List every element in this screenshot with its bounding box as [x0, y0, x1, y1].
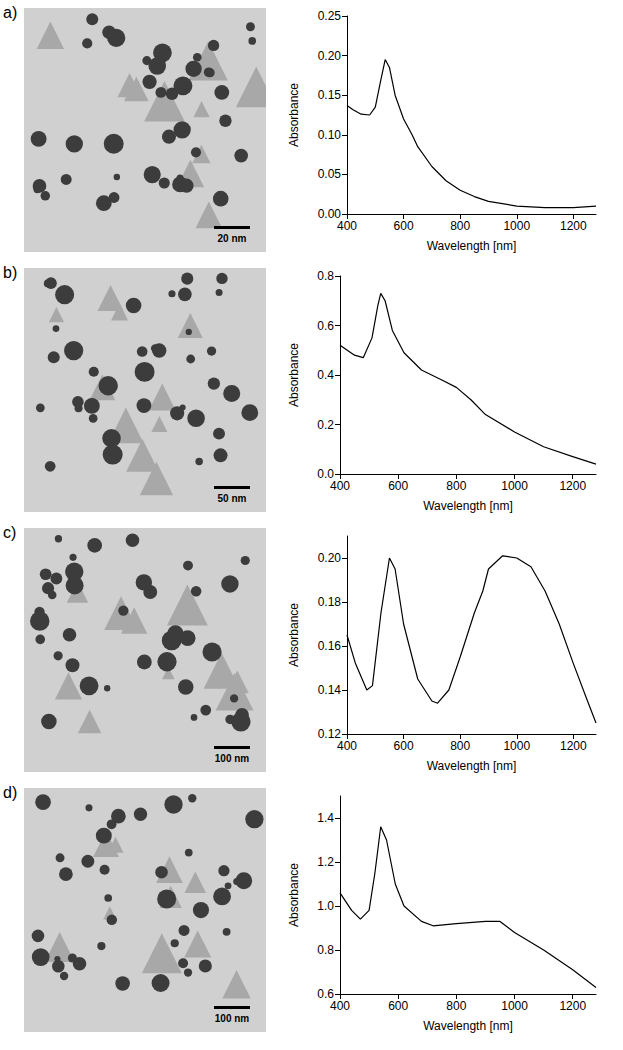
svg-text:Absorbance: Absorbance — [287, 603, 301, 667]
svg-text:0.0: 0.0 — [317, 467, 334, 481]
svg-text:100 nm: 100 nm — [215, 753, 250, 764]
svg-text:50 nm: 50 nm — [218, 493, 247, 504]
svg-text:0.6: 0.6 — [317, 319, 334, 333]
html-text:b): b) — [3, 264, 18, 281]
svg-text:Wavelength [nm]: Wavelength [nm] — [427, 239, 517, 253]
svg-text:1200: 1200 — [559, 479, 586, 493]
svg-text:800: 800 — [450, 739, 470, 753]
svg-text:400: 400 — [330, 999, 350, 1013]
svg-text:1.2: 1.2 — [317, 855, 334, 869]
svg-text:0.25: 0.25 — [318, 9, 342, 23]
svg-text:800: 800 — [450, 219, 470, 233]
svg-text:0.10: 0.10 — [318, 128, 342, 142]
svg-text:1200: 1200 — [559, 999, 586, 1013]
svg-text:400: 400 — [330, 479, 350, 493]
svg-text:Absorbance: Absorbance — [287, 863, 301, 927]
svg-text:800: 800 — [446, 479, 466, 493]
html-text:a): a) — [3, 4, 18, 21]
svg-text:Absorbance: Absorbance — [287, 83, 301, 147]
svg-text:800: 800 — [446, 999, 466, 1013]
svg-text:1200: 1200 — [560, 739, 587, 753]
svg-text:1200: 1200 — [560, 219, 587, 233]
svg-text:0.14: 0.14 — [318, 683, 342, 697]
svg-text:1.4: 1.4 — [317, 811, 334, 825]
svg-text:0.12: 0.12 — [317, 727, 341, 741]
svg-text:0.8: 0.8 — [317, 269, 334, 283]
svg-text:600: 600 — [394, 219, 414, 233]
svg-text:100 nm: 100 nm — [215, 1013, 250, 1024]
svg-text:0.2: 0.2 — [317, 418, 334, 432]
html-text:c): c) — [3, 524, 17, 541]
svg-text:1.0: 1.0 — [317, 899, 334, 913]
svg-text:1000: 1000 — [501, 999, 528, 1013]
svg-text:600: 600 — [394, 739, 414, 753]
svg-text:0.8: 0.8 — [317, 943, 334, 957]
svg-text:0.00: 0.00 — [317, 207, 341, 221]
svg-text:600: 600 — [388, 999, 408, 1013]
svg-text:400: 400 — [337, 219, 357, 233]
html-text:d): d) — [3, 784, 18, 801]
svg-text:400: 400 — [337, 739, 357, 753]
svg-text:0.16: 0.16 — [318, 639, 342, 653]
svg-text:1000: 1000 — [503, 219, 530, 233]
svg-text:600: 600 — [388, 479, 408, 493]
svg-text:0.20: 0.20 — [318, 49, 342, 63]
svg-text:Wavelength [nm]: Wavelength [nm] — [423, 1019, 513, 1033]
svg-text:0.18: 0.18 — [318, 595, 342, 609]
svg-text:0.15: 0.15 — [318, 88, 342, 102]
svg-text:1000: 1000 — [501, 479, 528, 493]
svg-text:Wavelength [nm]: Wavelength [nm] — [427, 759, 517, 773]
svg-text:0.4: 0.4 — [317, 368, 334, 382]
svg-text:0.20: 0.20 — [318, 551, 342, 565]
svg-text:Absorbance: Absorbance — [287, 343, 301, 407]
svg-text:Wavelength [nm]: Wavelength [nm] — [423, 499, 513, 513]
svg-text:1000: 1000 — [503, 739, 530, 753]
svg-text:0.05: 0.05 — [318, 167, 342, 181]
svg-text:20 nm: 20 nm — [218, 233, 247, 244]
svg-text:0.6: 0.6 — [317, 987, 334, 1001]
